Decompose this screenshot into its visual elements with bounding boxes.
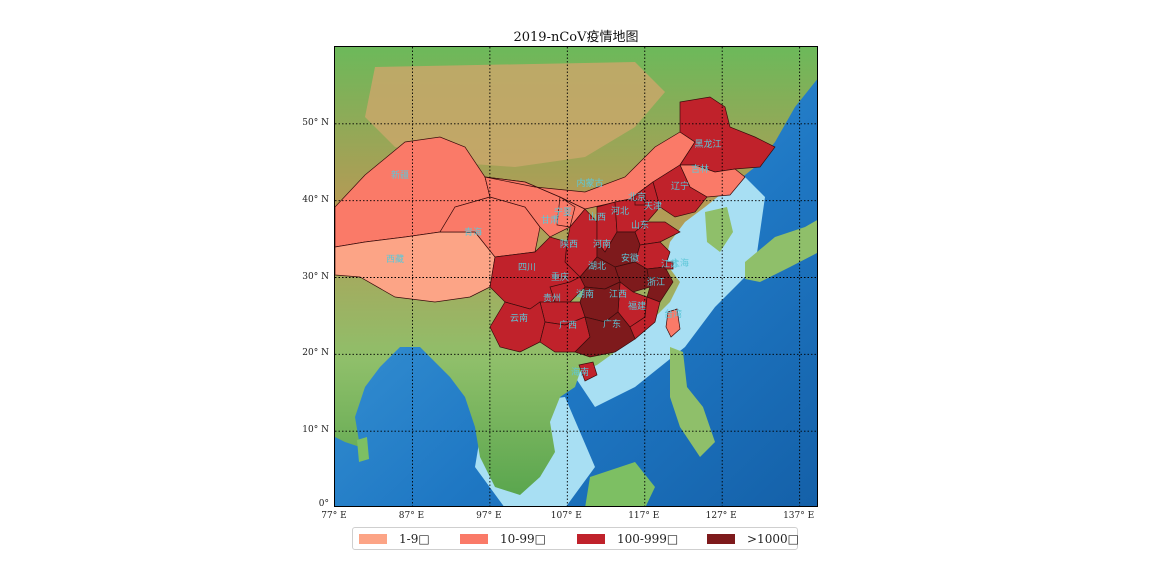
lon-tick-label: 137° E — [783, 511, 815, 521]
province-label: 宁夏 — [554, 206, 572, 218]
province-label: 天津 — [644, 201, 662, 212]
province-label: 辽宁 — [671, 180, 689, 192]
province-label: 河南 — [593, 238, 611, 250]
lat-tick-label: 0° — [318, 499, 329, 509]
map-title: 2019-nCoV疫情地图 — [513, 30, 639, 45]
province-label: 江西 — [609, 289, 627, 300]
province-label: 广西 — [559, 319, 577, 331]
province-label: 上海 — [671, 257, 689, 269]
province-label: 台湾 — [664, 308, 682, 320]
sri-lanka — [357, 437, 369, 462]
lat-tick-label: 40° N — [302, 194, 329, 205]
borneo — [585, 462, 655, 506]
province-shanghai — [664, 261, 674, 270]
legend-item-10-99: 10-99□ — [460, 532, 546, 546]
province-label: 福建 — [628, 300, 646, 312]
map-legend: 1-9□ 10-99□ 100-999□ >1000□ — [352, 527, 799, 550]
map-graticule — [335, 47, 817, 506]
korea-peninsula — [705, 207, 733, 252]
province-label: 湖南 — [576, 288, 594, 300]
legend-label: >1000□ — [747, 532, 799, 546]
province-label: 重庆 — [551, 271, 569, 283]
philippines — [670, 347, 715, 457]
legend-swatch — [577, 534, 605, 544]
province-label: 海南 — [571, 366, 589, 378]
legend-swatch — [707, 534, 735, 544]
province-label: 新疆 — [391, 169, 409, 181]
province-label: 西藏 — [386, 253, 404, 265]
province-label: 吉林 — [691, 163, 709, 175]
map-frame: 黑龙江吉林 辽宁 内蒙古北京 天津 河北 山西山东 新疆甘肃 宁夏青海陕西 河南西藏四川重庆 湖北… — [334, 46, 818, 507]
province-hainan — [578, 361, 598, 382]
province-label: 江苏 — [661, 258, 679, 270]
legend-item-over-1000: >1000□ — [707, 532, 799, 546]
japan-islands — [745, 220, 817, 282]
legend-label: 100-999□ — [617, 532, 679, 546]
province-label: 河北 — [611, 205, 629, 217]
province-label: 青海 — [464, 226, 482, 238]
province-label: 内蒙古 — [576, 177, 603, 189]
province-label: 黑龙江 — [694, 138, 721, 150]
province-guangdong — [574, 311, 636, 358]
province-label: 四川 — [518, 263, 536, 273]
lon-tick-label: 127° E — [705, 511, 737, 521]
legend-swatch — [359, 534, 387, 544]
legend-item-1-9: 1-9□ — [359, 532, 430, 546]
lat-tick-label: 30° N — [302, 271, 329, 282]
lon-tick-label: 117° E — [628, 511, 660, 521]
province-label: 浙江 — [647, 276, 665, 288]
province-label: 北京 — [628, 191, 646, 203]
lon-tick-label: 87° E — [398, 511, 425, 521]
province-taiwan — [665, 308, 681, 338]
province-label: 甘肃 — [541, 214, 559, 226]
province-label: 湖北 — [588, 261, 606, 272]
lon-tick-label: 107° E — [550, 511, 582, 521]
province-label: 安徽 — [621, 252, 639, 264]
legend-label: 10-99□ — [500, 532, 546, 546]
legend-item-100-999: 100-999□ — [577, 532, 678, 546]
province-label: 贵州 — [543, 292, 561, 304]
province-heilongjiang — [679, 96, 776, 173]
lat-tick-label: 10° N — [302, 425, 329, 436]
lat-tick-label: 20° N — [302, 348, 329, 359]
lon-tick-label: 77° E — [321, 511, 347, 521]
province-liaoning — [652, 164, 708, 218]
china-provinces — [335, 96, 776, 382]
province-label: 陕西 — [560, 238, 578, 250]
legend-label: 1-9□ — [399, 532, 430, 546]
province-label: 山西 — [588, 212, 606, 223]
province-label: 云南 — [510, 312, 528, 324]
legend-swatch — [460, 534, 488, 544]
lon-tick-label: 97° E — [476, 511, 502, 521]
lat-tick-label: 50° N — [302, 117, 329, 128]
province-label: 广东 — [603, 318, 621, 330]
province-label: 山东 — [631, 219, 649, 231]
